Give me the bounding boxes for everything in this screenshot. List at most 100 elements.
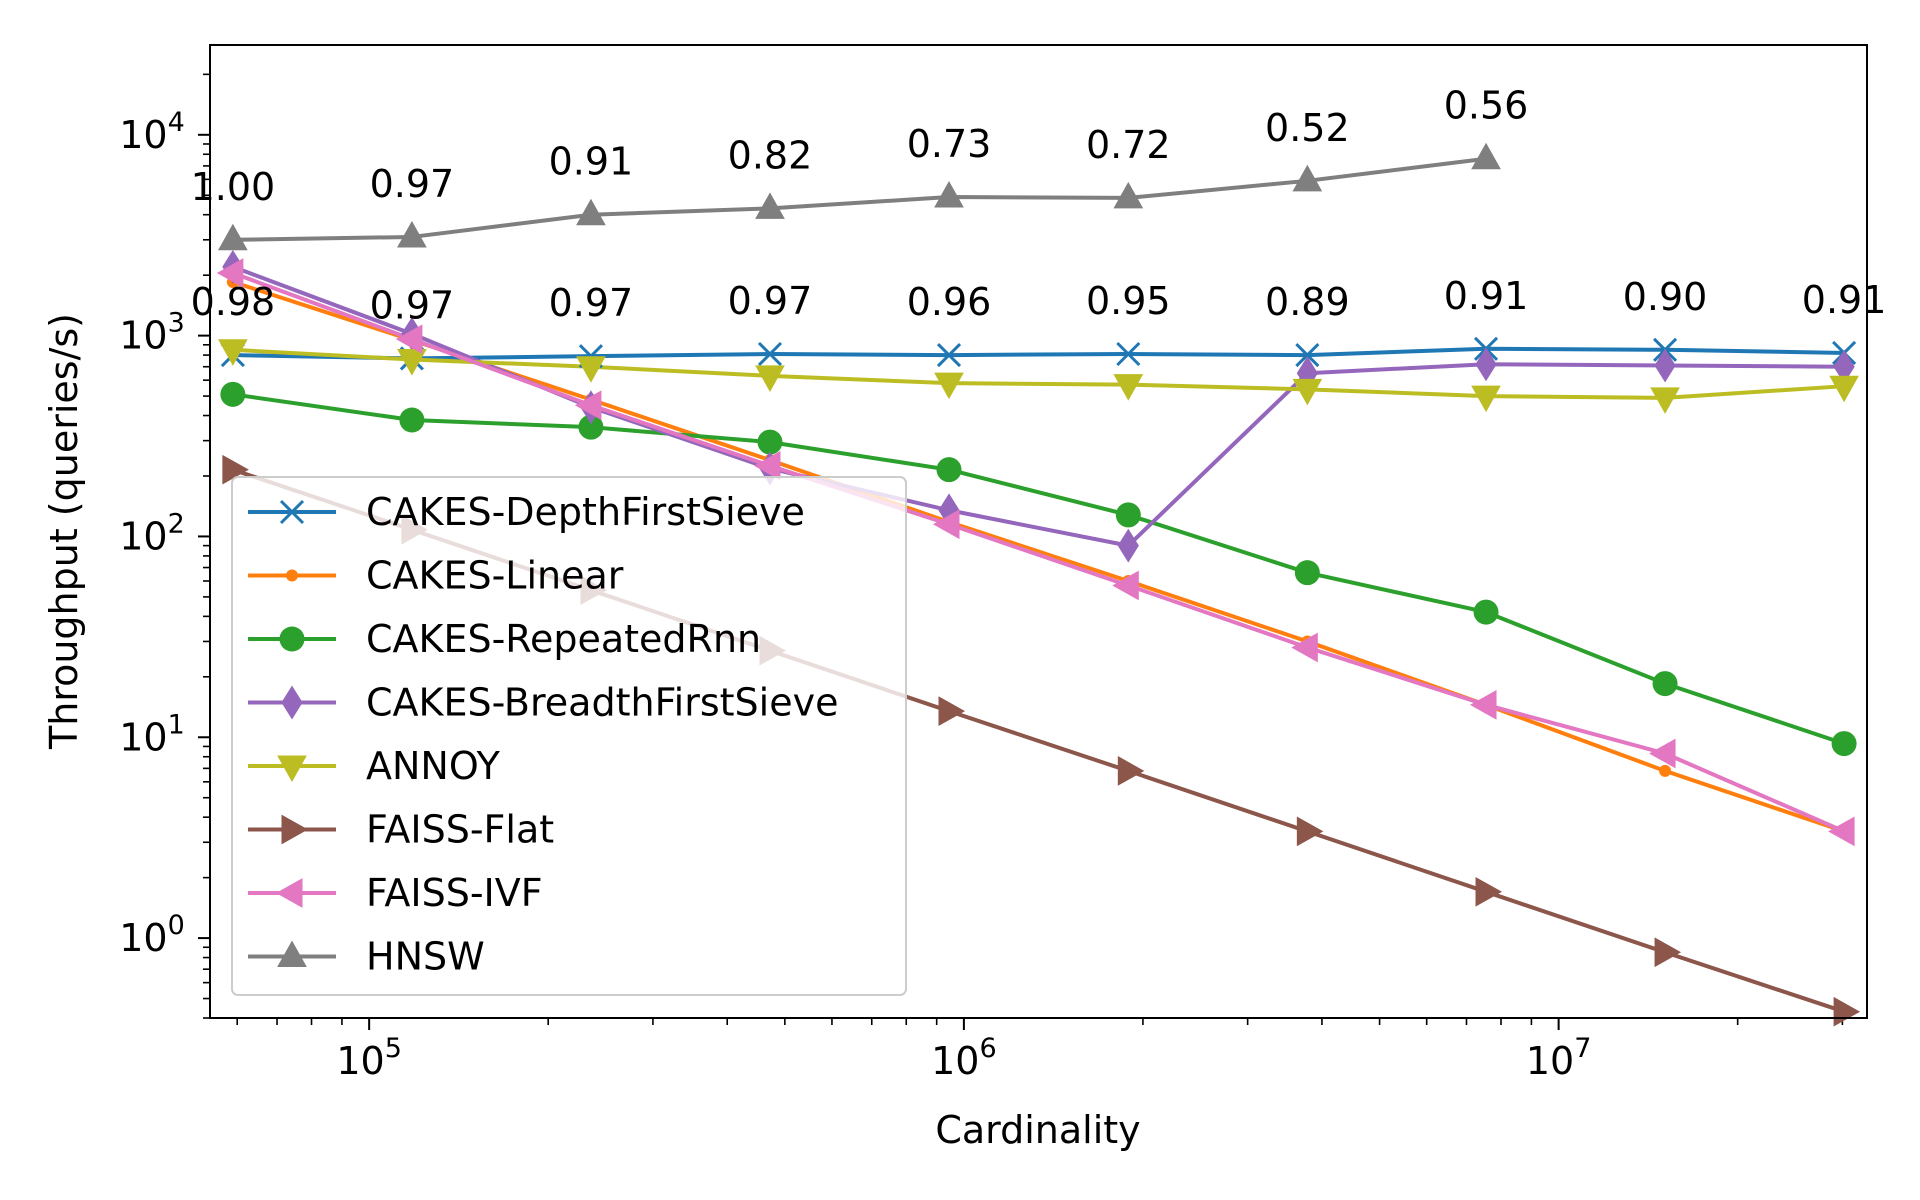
recall-label-hnsw: 0.97 [370,162,455,206]
series-line-annoy [230,347,1847,400]
data-point-cakes-breadthfirstsieve [1117,528,1139,563]
legend-marker [275,878,303,908]
data-point-annoy [218,339,248,366]
y-tick-base: 10 [119,113,167,157]
legend-item-faiss-ivf: FAISS-IVF [248,871,543,915]
data-point-faiss-ivf [1649,738,1676,769]
data-point-annoy [576,356,606,383]
minor-ticks [203,73,1844,1025]
data-point-hnsw [397,220,427,248]
legend-label: CAKES-RepeatedRnn [366,617,761,661]
data-point-cakes-linear [1659,764,1672,777]
data-point-cakes-repeatedrnn [220,381,246,407]
recall-label-hnsw: 0.82 [728,133,813,177]
data-point-annoy [397,349,427,376]
y-tick-label: 104 [119,107,185,157]
y-tick-label: 103 [119,308,185,358]
recall-label-cakes-depthfirstsieve: 0.91 [1444,274,1529,318]
data-point-annoy [1829,375,1859,403]
recall-label-cakes-depthfirstsieve: 0.91 [1802,278,1887,322]
recall-label-hnsw: 0.73 [907,122,992,166]
legend-label: CAKES-BreadthFirstSieve [366,681,838,725]
legend-item-annoy: ANNOY [248,744,501,788]
data-point-faiss-flat [1475,876,1503,907]
data-point-cakes-depthfirstsieve [936,343,962,368]
y-axis-label: Throughput (queries/s) [42,313,86,750]
legend-marker [277,940,307,967]
series-line-faiss-ivf [230,270,1847,834]
legend: CAKES-DepthFirstSieve CAKES-Linear CAKES-R… [231,476,907,996]
x-tick-base: 10 [931,1039,979,1083]
legend-item-cakes-repeatedrnn: CAKES-RepeatedRnn [248,617,761,661]
data-point-faiss-ivf [1470,690,1497,720]
legend-marker [279,626,305,652]
x-axis-label: Cardinality [935,1108,1140,1152]
data-point-hnsw [755,192,785,219]
recall-label-cakes-depthfirstsieve: 0.97 [370,283,455,327]
x-tick-exponent: 7 [1574,1033,1591,1064]
data-point-hnsw [1292,164,1323,192]
legend-label: HNSW [366,935,485,979]
data-point-faiss-ivf [574,390,602,421]
y-tick-label: 100 [119,910,185,960]
recall-label-cakes-depthfirstsieve: 0.97 [728,279,813,323]
data-point-cakes-breadthfirstsieve [1475,347,1497,382]
data-point-cakes-depthfirstsieve [1295,343,1320,368]
data-point-cakes-repeatedrnn [1473,599,1499,625]
data-point-faiss-ivf [1112,570,1139,601]
legend-marker [281,814,309,845]
y-tick-base: 10 [119,916,167,960]
series-line-hnsw [230,156,1489,242]
x-tick-exponent: 5 [385,1033,402,1064]
legend-label: CAKES-Linear [366,554,624,598]
x-tick-base: 10 [1526,1039,1574,1083]
legend-label: FAISS-Flat [366,808,554,852]
legend-marker [279,499,305,525]
y-tick-exponent: 3 [168,308,185,339]
y-tick-exponent: 2 [168,508,185,539]
x-tick-label: 105 [336,1033,402,1083]
data-point-faiss-ivf [1828,816,1855,847]
data-point-cakes-repeatedrnn [757,429,783,455]
data-point-hnsw [934,180,964,208]
data-point-cakes-depthfirstsieve [1116,341,1141,367]
y-tick-label: 101 [119,709,185,759]
data-point-faiss-ivf [932,509,960,540]
data-point-annoy [755,365,785,392]
legend-label: FAISS-IVF [366,871,543,915]
data-point-faiss-ivf [1291,632,1318,663]
y-tick-base: 10 [119,715,167,759]
data-point-faiss-ivf [216,258,244,288]
x-tick-label: 107 [1526,1033,1592,1083]
data-point-hnsw [576,198,606,226]
legend-item-cakes-linear: CAKES-Linear [248,554,624,598]
legend-item-cakes-depthfirstsieve: CAKES-DepthFirstSieve [248,490,805,534]
recall-label-cakes-depthfirstsieve: 0.90 [1623,275,1708,319]
data-point-cakes-breadthfirstsieve [1654,348,1676,383]
legend-item-faiss-flat: FAISS-Flat [248,808,554,852]
data-point-cakes-repeatedrnn [399,407,425,433]
data-point-cakes-repeatedrnn [1294,560,1320,586]
data-point-faiss-flat [1117,756,1145,786]
legend-marker [277,755,307,783]
recall-label-hnsw: 0.72 [1086,123,1171,167]
x-tick-base: 10 [336,1039,384,1083]
marker-layer [216,142,1861,1027]
y-tick-exponent: 0 [168,910,185,941]
recall-label-hnsw: 0.91 [549,140,634,184]
data-point-hnsw [1471,142,1501,170]
recall-label-cakes-depthfirstsieve: 0.98 [191,280,276,324]
data-point-faiss-flat [1296,816,1324,847]
data-point-faiss-ivf [395,324,423,355]
data-point-annoy [1650,387,1680,414]
recall-label-cakes-depthfirstsieve: 0.97 [549,281,634,325]
data-point-cakes-repeatedrnn [936,457,962,483]
data-point-faiss-flat [1654,937,1682,968]
data-point-hnsw [218,223,248,251]
x-tick-label: 106 [931,1033,997,1083]
data-point-cakes-repeatedrnn [578,414,604,440]
recall-label-hnsw: 0.56 [1444,84,1529,128]
data-point-cakes-repeatedrnn [1115,502,1141,528]
